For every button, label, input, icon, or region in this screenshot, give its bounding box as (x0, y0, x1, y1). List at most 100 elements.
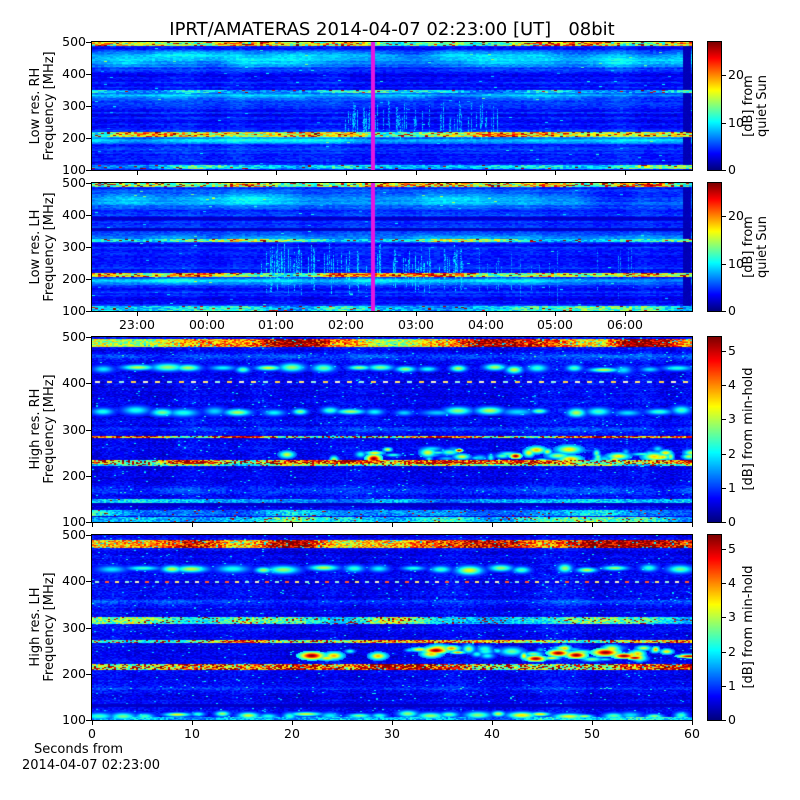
colorbar2-label: [dB] from quiet Sun (741, 162, 770, 332)
colorbar-tick-mark (722, 583, 726, 584)
colorbar-tick-label: 0 (728, 162, 736, 177)
colorbar-tick-label: 2 (728, 446, 736, 461)
colorbar4-label-line1: [dB] from min-hold (741, 565, 756, 689)
spectrogram-high-res-lh (91, 534, 693, 721)
freq-tick-label: 400 (62, 66, 86, 81)
x-tick-mark (692, 523, 693, 527)
x-tick-label: 40 (484, 726, 500, 741)
colorbar-tick-label: 0 (728, 712, 736, 727)
x-tick-mark (416, 171, 417, 175)
x-tick-mark (346, 171, 347, 175)
freq-tick-mark (86, 183, 92, 184)
spectrogram-low-res-lh (91, 182, 693, 312)
freq-tick-label: 500 (62, 34, 86, 49)
colorbar-tick-mark (722, 311, 726, 312)
x-tick-mark (207, 171, 208, 175)
colorbar-tick-label: 2 (728, 644, 736, 659)
spectrogram-low-res-rh (91, 41, 693, 171)
colorbar-low-res-lh (707, 182, 722, 312)
colorbar2-label-line2: quiet Sun (755, 215, 770, 279)
x-tick-mark (207, 312, 208, 316)
x-tick-mark (92, 721, 93, 725)
colorbar-tick-label: 10 (728, 256, 744, 271)
x-tick-mark (486, 312, 487, 316)
freq-tick-mark (86, 106, 92, 107)
colorbar-tick-label: 3 (728, 411, 736, 426)
x-tick-label: 10 (184, 726, 200, 741)
freq-tick-label: 300 (62, 620, 86, 635)
colorbar-tick-mark (722, 264, 726, 265)
freq-tick-mark (86, 383, 92, 384)
colorbar-tick-mark (722, 351, 726, 352)
x-tick-mark (292, 721, 293, 725)
freq-tick-label: 100 (62, 162, 86, 177)
freq-tick-mark (86, 138, 92, 139)
x-tick-label: 06:00 (606, 317, 644, 332)
colorbar3-label: [dB] from min-hold (741, 344, 756, 514)
x-tick-mark (486, 171, 487, 175)
colorbar-tick-label: 4 (728, 575, 736, 590)
colorbar-tick-mark (722, 617, 726, 618)
colorbar-tick-label: 5 (728, 541, 736, 556)
freq-tick-mark (86, 279, 92, 280)
x-tick-mark (592, 523, 593, 527)
colorbar-tick-mark (722, 454, 726, 455)
freq-tick-label: 500 (62, 175, 86, 190)
freq-tick-mark (86, 337, 92, 338)
colorbar-tick-label: 3 (728, 609, 736, 624)
x-tick-label: 00:00 (188, 317, 226, 332)
colorbar-tick-label: 4 (728, 377, 736, 392)
colorbar3-label-line1: [dB] from min-hold (741, 367, 756, 491)
freq-tick-label: 400 (62, 375, 86, 390)
colorbar-tick-label: 0 (728, 303, 736, 318)
x-tick-label: 04:00 (467, 317, 505, 332)
x-tick-mark (492, 523, 493, 527)
colorbar-tick-mark (722, 170, 726, 171)
x-tick-mark (137, 171, 138, 175)
x-tick-mark (292, 523, 293, 527)
colorbar-tick-mark (722, 123, 726, 124)
freq-tick-label: 200 (62, 468, 86, 483)
colorbar-tick-mark (722, 385, 726, 386)
x-tick-label: 20 (284, 726, 300, 741)
x-tick-mark (692, 721, 693, 725)
colorbar-tick-label: 1 (728, 678, 736, 693)
x-tick-mark (276, 171, 277, 175)
freq-tick-label: 400 (62, 573, 86, 588)
x-axis-caption-line1: Seconds from (34, 742, 124, 757)
colorbar-tick-label: 20 (728, 67, 744, 82)
x-tick-mark (192, 721, 193, 725)
colorbar-low-res-rh (707, 41, 722, 171)
colorbar2-label-line1: [dB] from (741, 216, 756, 278)
x-axis-caption-line2: 2014-04-07 02:23:00 (22, 758, 161, 773)
colorbar-tick-mark (722, 720, 726, 721)
colorbar-tick-mark (722, 216, 726, 217)
panel4-y-axis-label-line1: High res. LH (28, 587, 43, 667)
x-tick-mark (392, 523, 393, 527)
x-tick-mark (492, 721, 493, 725)
colorbar-tick-mark (722, 419, 726, 420)
freq-tick-label: 500 (62, 329, 86, 344)
freq-tick-mark (86, 170, 92, 171)
colorbar-tick-mark (722, 75, 726, 76)
freq-tick-label: 100 (62, 303, 86, 318)
freq-tick-mark (86, 215, 92, 216)
colorbar-tick-label: 20 (728, 208, 744, 223)
freq-tick-mark (86, 247, 92, 248)
colorbar-tick-mark (722, 488, 726, 489)
x-tick-mark (555, 312, 556, 316)
freq-tick-label: 200 (62, 666, 86, 681)
x-tick-label: 02:00 (327, 317, 365, 332)
x-tick-mark (92, 523, 93, 527)
freq-tick-label: 500 (62, 527, 86, 542)
freq-tick-label: 300 (62, 422, 86, 437)
colorbar4-label: [dB] from min-hold (741, 542, 756, 712)
freq-tick-mark (86, 311, 92, 312)
x-tick-mark (137, 312, 138, 316)
freq-tick-mark (86, 42, 92, 43)
freq-tick-label: 300 (62, 98, 86, 113)
panel2-y-axis-label-line1: Low res. LH (28, 209, 43, 285)
spectrogram-high-res-rh (91, 336, 693, 523)
freq-tick-label: 400 (62, 207, 86, 222)
